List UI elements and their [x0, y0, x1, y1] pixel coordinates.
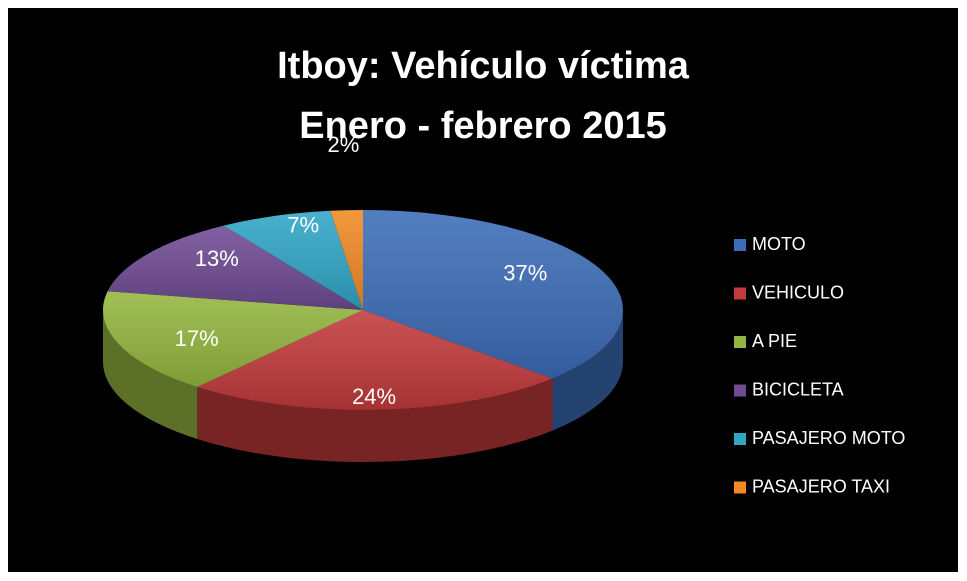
legend-label: MOTO: [752, 234, 806, 254]
slice-side: [103, 310, 198, 440]
legend-label: PASAJERO MOTO: [752, 428, 905, 448]
data-label: 13%: [195, 246, 239, 271]
legend-label: PASAJERO TAXI: [752, 476, 890, 496]
slice-shade: [363, 210, 623, 379]
legend-swatch: [734, 481, 746, 494]
legend-swatch: [734, 239, 746, 251]
legend-swatch: [734, 336, 746, 348]
legend-label: A PIE: [752, 331, 797, 351]
data-label: 2%: [328, 132, 360, 157]
chart-title: Itboy: Vehículo víctima: [277, 45, 690, 87]
slice-side: [197, 378, 553, 462]
slice-side: [552, 310, 623, 431]
legend-label: BICICLETA: [752, 379, 844, 399]
legend-swatch: [734, 433, 746, 445]
legend-label: VEHICULO: [752, 282, 844, 302]
data-label: 7%: [287, 213, 319, 238]
slice-shade: [197, 310, 553, 411]
data-label: 37%: [503, 261, 547, 286]
slice-shade: [107, 225, 363, 310]
slice-shade: [103, 291, 364, 388]
legend-swatch: [734, 384, 746, 397]
slice-shade: [223, 210, 363, 310]
legend-swatch: [734, 287, 746, 300]
chart-subtitle: Enero - febrero 2015: [299, 105, 666, 147]
data-label: 17%: [175, 326, 219, 351]
slice-shade: [330, 210, 363, 310]
data-label: 24%: [352, 384, 396, 409]
